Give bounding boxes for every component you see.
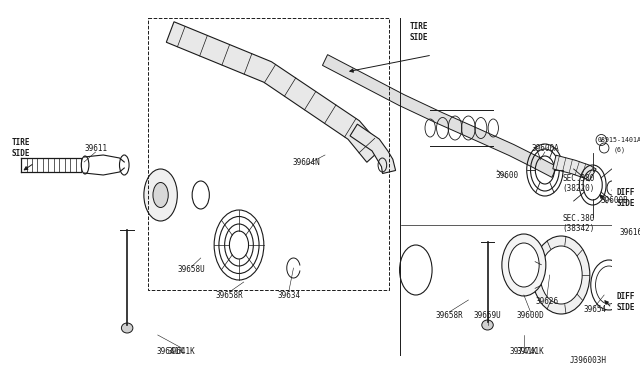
- Text: 39604N: 39604N: [292, 157, 320, 167]
- Ellipse shape: [153, 183, 168, 208]
- Text: SEC.380: SEC.380: [562, 214, 595, 222]
- Text: 39600D: 39600D: [516, 311, 545, 320]
- Polygon shape: [553, 155, 596, 181]
- Text: 39641K: 39641K: [156, 347, 184, 356]
- Text: 39600: 39600: [495, 170, 518, 180]
- Text: 39616: 39616: [620, 228, 640, 237]
- Text: 39658U: 39658U: [177, 266, 205, 275]
- Polygon shape: [166, 22, 383, 162]
- Ellipse shape: [482, 320, 493, 330]
- Ellipse shape: [144, 169, 177, 221]
- Text: TIRE
SIDE: TIRE SIDE: [12, 138, 30, 158]
- Text: 08915-1401A: 08915-1401A: [598, 137, 640, 143]
- Text: 39741K: 39741K: [516, 347, 545, 356]
- Polygon shape: [350, 124, 396, 173]
- Ellipse shape: [502, 234, 546, 296]
- Text: 39741K: 39741K: [510, 347, 538, 356]
- Ellipse shape: [540, 246, 582, 304]
- Text: 39641K: 39641K: [168, 347, 195, 356]
- Text: DIFF
SIDE: DIFF SIDE: [616, 188, 635, 208]
- Text: DIFF
SIDE: DIFF SIDE: [616, 292, 635, 312]
- Text: 39654: 39654: [583, 305, 606, 314]
- Text: 39611: 39611: [84, 144, 107, 153]
- Text: V: V: [600, 138, 603, 142]
- Text: TIRE
SIDE: TIRE SIDE: [409, 22, 428, 42]
- Ellipse shape: [532, 236, 590, 314]
- Ellipse shape: [122, 323, 133, 333]
- Text: (38220): (38220): [562, 183, 595, 192]
- Text: (6): (6): [614, 147, 625, 153]
- Text: 39600A: 39600A: [531, 144, 559, 153]
- Ellipse shape: [509, 243, 539, 287]
- Text: J396003H: J396003H: [570, 356, 607, 365]
- Text: 39626: 39626: [535, 298, 558, 307]
- Text: (38342): (38342): [562, 224, 595, 232]
- Polygon shape: [323, 55, 557, 177]
- Text: 39634: 39634: [277, 291, 300, 299]
- Text: SEC.380: SEC.380: [562, 173, 595, 183]
- Text: 39659U: 39659U: [474, 311, 501, 320]
- Text: 39658R: 39658R: [216, 291, 243, 299]
- Text: 39600B: 39600B: [601, 196, 628, 205]
- Text: 39658R: 39658R: [435, 311, 463, 320]
